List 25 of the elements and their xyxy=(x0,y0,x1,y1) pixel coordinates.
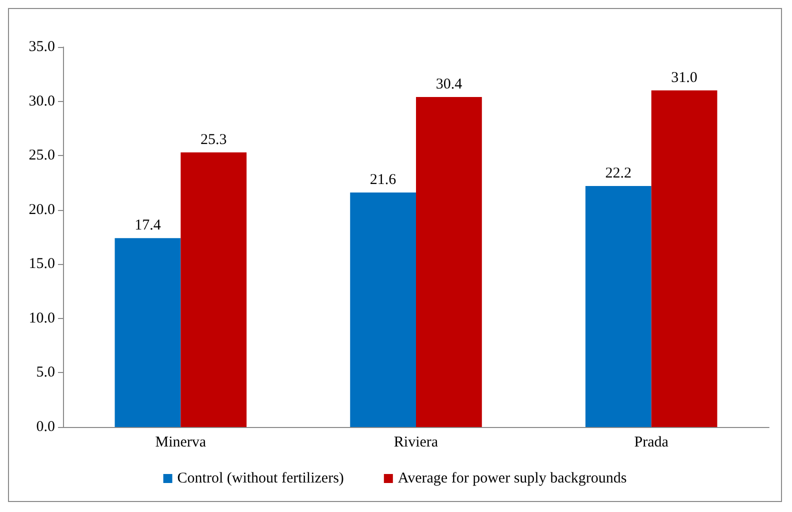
bar xyxy=(416,96,482,427)
y-tick-label: 10.0 xyxy=(28,310,55,326)
y-tick-label: 30.0 xyxy=(28,93,55,110)
y-tick-label: 5.0 xyxy=(36,364,55,381)
bar xyxy=(350,192,416,427)
data-label: 17.4 xyxy=(134,218,162,234)
data-label: 30.4 xyxy=(436,76,463,92)
bar xyxy=(180,152,247,427)
y-tick-label: 25.0 xyxy=(28,148,55,164)
legend-label: Average for power suply backgrounds xyxy=(398,470,627,486)
y-tick-label: 35.0 xyxy=(28,39,55,55)
x-tick-label: Riviera xyxy=(394,434,438,450)
y-tick-label: 20.0 xyxy=(28,202,55,218)
legend-label: Control (without fertilizers) xyxy=(177,470,344,486)
data-label: 25.3 xyxy=(200,132,227,148)
data-label: 31.0 xyxy=(671,70,698,86)
y-tick-label: 15.0 xyxy=(28,256,55,272)
bar xyxy=(585,186,652,427)
bar xyxy=(651,90,718,427)
data-label: 21.6 xyxy=(370,172,397,188)
bar xyxy=(114,238,181,427)
x-tick-label: Prada xyxy=(634,434,669,450)
x-tick-label: Minerva xyxy=(155,434,206,450)
data-label: 22.2 xyxy=(605,165,632,182)
y-tick-label: 0.0 xyxy=(36,419,55,435)
